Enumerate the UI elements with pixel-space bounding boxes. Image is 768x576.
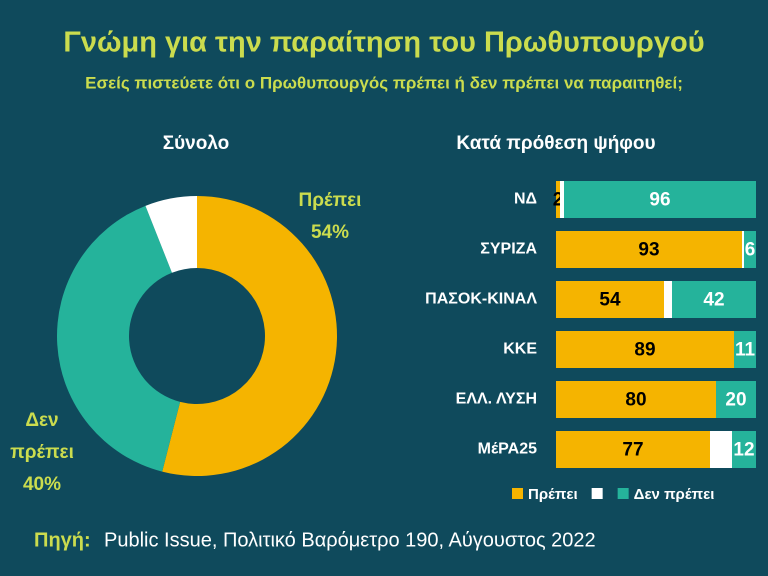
category-label: ΚΚΕ [503, 341, 537, 358]
bar-segment [556, 381, 716, 418]
category-label: ΜέΡΑ25 [478, 441, 537, 458]
category-label: ΝΔ [514, 191, 537, 208]
bar-segment [556, 281, 664, 318]
legend-swatch [617, 488, 629, 499]
value-label: 89 [634, 340, 655, 361]
legend-label: Πρέπει [528, 486, 578, 503]
category-label: ΕΛΛ. ΛΥΣΗ [456, 391, 537, 408]
legend-label: Δεν πρέπει [634, 486, 715, 503]
value-label: 12 [733, 440, 754, 461]
legend-swatch [591, 488, 603, 499]
bar-segment [734, 331, 756, 368]
value-label: 11 [735, 340, 756, 361]
value-label: 6 [745, 240, 756, 261]
bar-segment [672, 281, 756, 318]
bar-segment [564, 181, 756, 218]
slice-label: Πρέπει [298, 190, 362, 211]
title: Γνώμη για την παραίτηση του Πρωθυπουργού [63, 27, 704, 59]
bar-segment [744, 231, 756, 268]
source: Public Issue, Πολιτικό Βαρόμετρο 190, Αύ… [104, 529, 596, 551]
slice-value: 54% [310, 222, 350, 243]
chart-title: Σύνολο [163, 133, 230, 154]
bar-segment [664, 281, 672, 318]
chart-title: Κατά πρόθεση ψήφου [456, 133, 655, 154]
bar-segment [556, 231, 742, 268]
category-label: ΠΑΣΟΚ-ΚΙΝΑΛ [425, 291, 537, 308]
slice-value: 40% [22, 474, 62, 495]
bar-segment [560, 181, 564, 218]
value-label: 42 [703, 290, 724, 311]
value-label: 20 [725, 390, 746, 411]
slice-label: Δεν πρέπει [10, 410, 74, 463]
category-label: ΣΥΡΙΖΑ [480, 241, 537, 258]
value-label: 54 [599, 290, 621, 311]
donut-slice [145, 196, 197, 273]
value-label: 96 [649, 190, 670, 211]
donut-slice [162, 196, 337, 476]
value-label: 93 [638, 240, 659, 261]
bar-segment [556, 431, 710, 468]
donut-slice [57, 205, 181, 472]
bar-segment [710, 431, 732, 468]
bar-segment [556, 181, 560, 218]
subtitle: Εσείς πιστεύετε ότι ο Πρωθυπουργός πρέπε… [85, 73, 683, 92]
bar-segment [732, 431, 756, 468]
bar-segment [742, 231, 744, 268]
value-label: 80 [625, 390, 646, 411]
bar-segment [556, 331, 734, 368]
value-label: 2 [553, 190, 564, 211]
source-label: Πηγή: [34, 529, 91, 551]
bar-segment [716, 381, 756, 418]
legend-swatch [512, 488, 523, 499]
value-label: 77 [622, 440, 643, 461]
